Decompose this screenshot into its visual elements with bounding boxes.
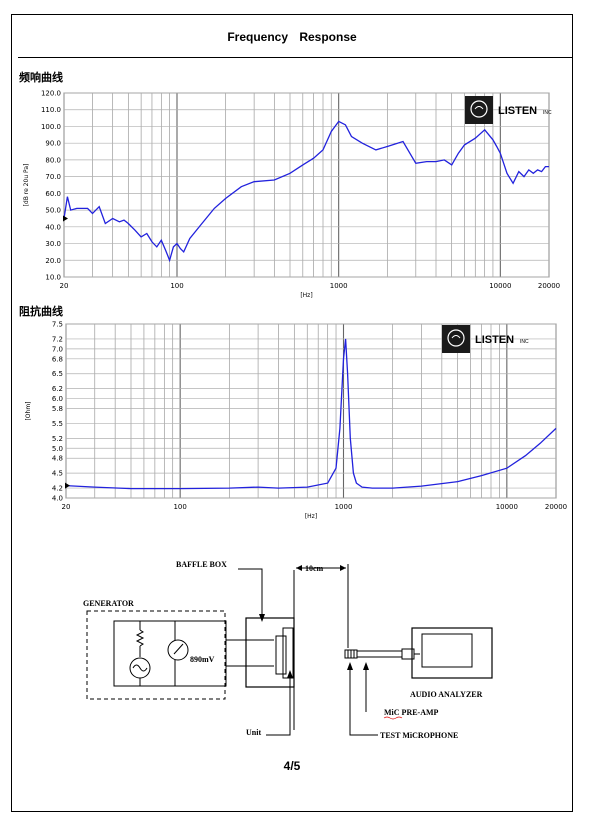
x-tick-label: 1000	[330, 282, 348, 290]
cursor-marker	[65, 482, 70, 489]
test-microphone	[344, 648, 420, 660]
y-tick-label: 7.0	[52, 345, 63, 353]
y-tick-label: 10.0	[45, 274, 61, 282]
y-tick-label: 100.0	[41, 123, 61, 131]
x-tick-label: 10000	[489, 282, 511, 290]
preamp-label: MiC PRE-AMP	[384, 708, 439, 717]
series-line	[63, 120, 549, 263]
y-tick-label: 80.0	[45, 156, 61, 164]
x-tick-label: 100	[170, 282, 183, 290]
x-tick-label: 20	[60, 282, 69, 290]
x-tick-label: 10000	[496, 503, 518, 511]
brand-name: LISTEN	[498, 105, 537, 117]
x-tick-label: 20	[62, 503, 71, 511]
y-tick-label: 4.2	[52, 485, 63, 493]
resistor-icon	[135, 629, 145, 647]
x-axis-label: [Hz]	[305, 513, 317, 520]
y-tick-label: 50.0	[45, 207, 61, 215]
x-tick-label: 20000	[545, 503, 567, 511]
page-number: 4/5	[283, 759, 301, 773]
y-tick-label: 4.0	[52, 495, 63, 503]
y-tick-label: 5.8	[52, 405, 63, 413]
brand-suffix: INC	[543, 110, 552, 116]
frequency-response-title: 频响曲线	[19, 71, 63, 84]
y-tick-label: 4.8	[52, 455, 63, 463]
y-tick-label: 7.5	[52, 321, 63, 329]
listen-logo: LISTEN INC	[442, 325, 529, 353]
y-tick-label: 4.5	[52, 470, 63, 478]
generator-block	[86, 610, 227, 700]
y-tick-label: 90.0	[45, 140, 61, 148]
y-axis-label: [dB re 20u Pa]	[23, 164, 30, 207]
y-axis-label: [Ohm]	[25, 401, 32, 420]
logo-ear-icon	[451, 335, 461, 339]
y-tick-label: 30.0	[45, 240, 61, 248]
y-tick-label: 6.2	[52, 385, 63, 393]
y-tick-label: 6.5	[52, 370, 63, 378]
audio-analyzer	[411, 627, 493, 679]
y-tick-label: 6.8	[52, 355, 63, 363]
logo-head-icon	[447, 329, 465, 347]
y-tick-label: 6.0	[52, 395, 63, 403]
logo-head-icon	[470, 100, 488, 118]
y-tick-label: 5.0	[52, 445, 63, 453]
cursor-marker	[63, 215, 68, 222]
test-microphone-label: TEST MiCROPHONE	[380, 731, 458, 740]
plot-area	[65, 323, 557, 499]
distance-label: 10cm	[305, 564, 324, 573]
series-line	[65, 338, 557, 490]
y-tick-label: 60.0	[45, 190, 61, 198]
voltage-label: 890mV	[190, 655, 215, 664]
listen-logo: LISTEN INC	[465, 96, 552, 124]
baffle-box-label: BAFFLE BOX	[176, 560, 227, 569]
page-title: Frequency Response	[227, 30, 357, 44]
impedance-title: 阻抗曲线	[19, 305, 63, 318]
y-tick-label: 110.0	[41, 106, 61, 114]
y-tick-label: 7.2	[52, 335, 63, 343]
brand-name: LISTEN	[475, 334, 514, 346]
baffle-box	[245, 570, 295, 730]
y-tick-label: 5.2	[52, 435, 63, 443]
unit-label: Unit	[246, 728, 261, 737]
page-frame	[11, 14, 573, 812]
y-tick-label: 5.5	[52, 420, 63, 428]
x-tick-label: 100	[173, 503, 186, 511]
logo-ear-icon	[474, 106, 484, 110]
y-tick-label: 20.0	[45, 257, 61, 265]
x-axis-label: [Hz]	[300, 292, 312, 299]
header-divider	[18, 57, 573, 58]
x-tick-label: 20000	[538, 282, 560, 290]
y-tick-label: 70.0	[45, 173, 61, 181]
audio-analyzer-label: AUDIO ANALYZER	[410, 690, 483, 699]
brand-suffix: INC	[520, 339, 529, 345]
y-tick-label: 40.0	[45, 223, 61, 231]
generator-label: GENERATOR	[83, 599, 134, 608]
y-tick-label: 120.0	[41, 90, 61, 98]
x-tick-label: 1000	[335, 503, 353, 511]
